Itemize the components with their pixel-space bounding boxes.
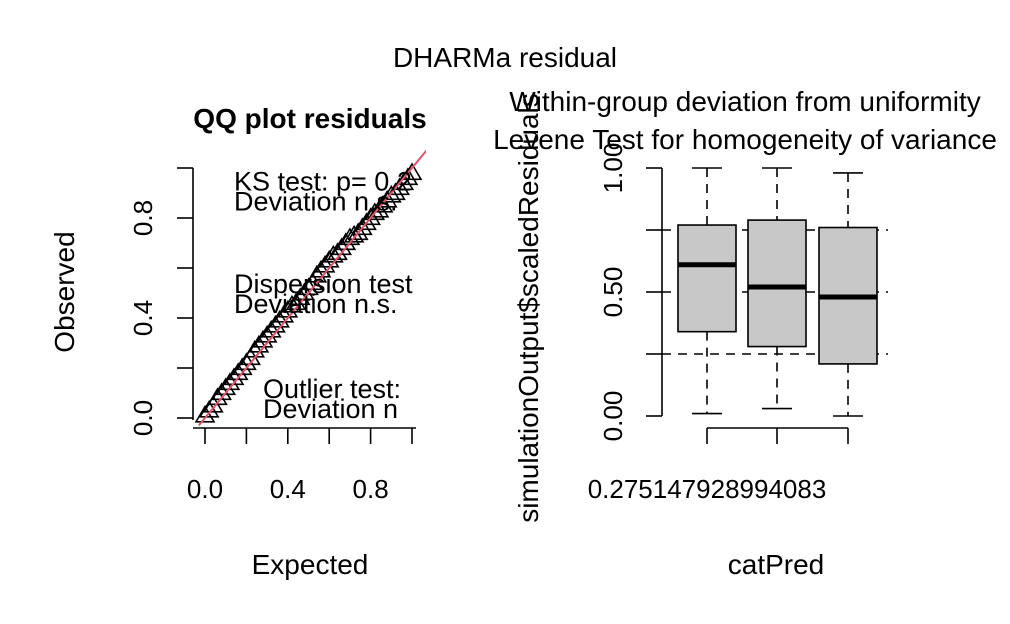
qq-point [347, 222, 369, 241]
box-y-tick-label: 0.50 [598, 267, 628, 318]
figure-title: DHARMa residual [393, 42, 617, 73]
boxplot-title-line-1: Within-group deviation from uniformity [509, 86, 981, 117]
qq-y-tick-label: 0.4 [128, 300, 158, 336]
qq-plot-points [194, 150, 426, 427]
qq-point [194, 404, 216, 423]
qq-x-tick-label: 0.8 [353, 474, 389, 504]
qq-plot-title: QQ plot residuals [193, 103, 426, 134]
qq-plot-panel: QQ plot residuals Expected Observed 0.0 0… [49, 103, 427, 580]
box-iqr-rect [677, 224, 737, 333]
qq-point [389, 177, 410, 196]
qq-point [372, 194, 394, 213]
boxplot-title-line-2: Levene Test for homogeneity of variance [493, 124, 997, 155]
boxplot-ylabel: simulationOutput$scaledResiduals [513, 93, 544, 523]
qq-x-tick-label: 0.4 [270, 474, 306, 504]
boxplot-xtick-label: 0.275147928994083 [588, 474, 827, 504]
qq-reference-line [198, 150, 426, 427]
qq-annotation-text: Deviation n.s. [234, 187, 398, 217]
qq-point [198, 399, 220, 418]
qq-x-tick-label: 0.0 [187, 474, 223, 504]
boxplot-xlabel: catPred [728, 549, 825, 580]
boxplot-panel: Within-group deviation from uniformity L… [493, 86, 997, 580]
qq-plot-xlabel: Expected [252, 549, 369, 580]
qq-annotation-text: KS test: p= 0.2 [234, 167, 412, 197]
qq-annotation-text: Deviation n [263, 394, 398, 424]
qq-point [397, 167, 419, 186]
boxplot-boxes [677, 167, 878, 417]
qq-y-tick-label: 0.8 [128, 200, 158, 236]
qq-y-tick-label: 0.0 [128, 400, 158, 436]
qq-annotation-text: Deviation n.s. [234, 289, 398, 319]
qq-point [393, 172, 415, 191]
qq-point [385, 182, 406, 201]
qq-point [368, 199, 390, 218]
qq-point [351, 217, 373, 236]
box-y-tick-label: 1.00 [598, 143, 628, 194]
qq-point [356, 212, 377, 231]
qq-plot-ylabel: Observed [49, 231, 80, 352]
qq-annotation-text: Dispersion test [234, 269, 413, 299]
box-iqr-rect [747, 219, 807, 348]
qq-annotation-text: Outlier test: [263, 374, 401, 404]
qq-point [401, 162, 423, 181]
box-y-tick-label: 0.00 [598, 391, 628, 442]
qq-plot-axes: 0.0 0.4 0.8 0.0 0.4 0.8 [128, 167, 416, 504]
